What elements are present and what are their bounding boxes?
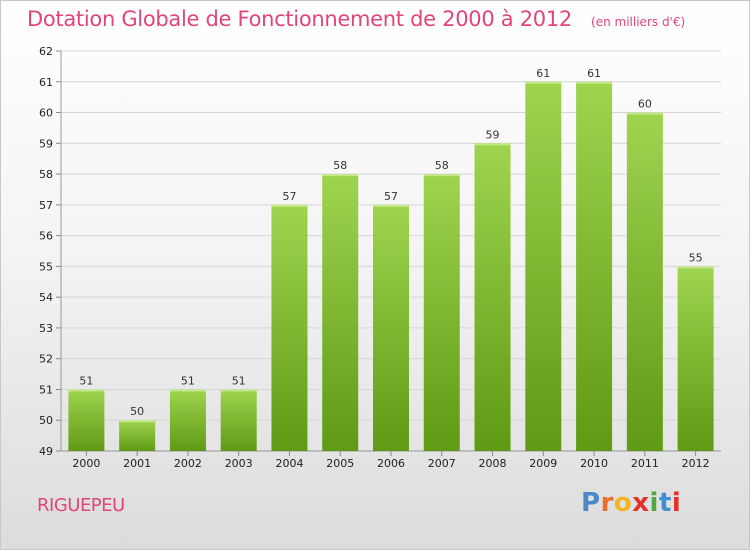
y-tick-label: 53 <box>39 322 53 335</box>
chart-title: Dotation Globale de Fonctionnement de 20… <box>27 7 572 31</box>
proxiti-logo: Proxiti <box>581 488 681 518</box>
data-label-2004: 57 <box>282 190 296 203</box>
bar-top-highlight <box>423 174 460 177</box>
bar-2009 <box>525 81 562 452</box>
data-label-2003: 51 <box>232 374 246 387</box>
data-label-2012: 55 <box>689 251 703 264</box>
x-tick-label-2003: 2003 <box>225 457 253 470</box>
bar-2007 <box>423 174 460 452</box>
data-label-2007: 58 <box>435 159 449 172</box>
data-label-2010: 61 <box>587 67 601 80</box>
x-tick-label-2001: 2001 <box>123 457 151 470</box>
x-tick-label-2000: 2000 <box>72 457 100 470</box>
logo-letter: t <box>658 488 672 518</box>
y-tick-label: 55 <box>39 260 53 273</box>
x-tick-label-2002: 2002 <box>174 457 202 470</box>
data-label-2002: 51 <box>181 374 195 387</box>
bar-2005 <box>322 174 359 452</box>
data-label-2006: 57 <box>384 190 398 203</box>
data-label-2001: 50 <box>130 405 144 418</box>
bar-2012 <box>677 266 714 451</box>
y-tick-label: 62 <box>39 45 53 58</box>
logo-letter: i <box>649 488 659 518</box>
logo-letter: x <box>632 488 650 518</box>
bar-top-highlight <box>474 143 511 146</box>
bar-2011 <box>626 112 663 452</box>
x-tick-label-2012: 2012 <box>682 457 710 470</box>
logo-letter: r <box>600 488 614 518</box>
bar-2010 <box>576 81 613 452</box>
x-tick-label-2011: 2011 <box>631 457 659 470</box>
title-row: Dotation Globale de Fonctionnement de 20… <box>27 7 685 31</box>
bar-top-highlight <box>119 420 156 423</box>
y-tick-label: 59 <box>39 137 53 150</box>
x-tick-label-2007: 2007 <box>428 457 456 470</box>
y-tick-label: 56 <box>39 230 53 243</box>
y-tick-label: 50 <box>39 414 53 427</box>
logo-letter: P <box>581 488 601 518</box>
y-tick-label: 54 <box>39 291 53 304</box>
x-tick-label-2010: 2010 <box>580 457 608 470</box>
x-tick-label-2008: 2008 <box>479 457 507 470</box>
y-tick-label: 61 <box>39 76 53 89</box>
bar-2006 <box>373 204 409 451</box>
x-tick-label-2009: 2009 <box>529 457 557 470</box>
data-label-2009: 61 <box>536 67 550 80</box>
bar-top-highlight <box>169 389 206 392</box>
bar-top-highlight <box>677 266 714 269</box>
bar-top-highlight <box>373 204 409 207</box>
data-label-2011: 60 <box>638 98 652 111</box>
logo-letter: o <box>613 488 633 518</box>
bar-top-highlight <box>271 204 308 207</box>
x-tick-label-2004: 2004 <box>275 457 303 470</box>
bar-top-highlight <box>525 81 562 84</box>
bar-top-highlight <box>220 389 257 392</box>
bar-2002 <box>169 389 206 451</box>
commune-name: RIGUEPEU <box>37 495 125 516</box>
bar-top-highlight <box>576 81 613 84</box>
bar-top-highlight <box>626 112 663 115</box>
data-label-2000: 51 <box>79 374 93 387</box>
bar-2004 <box>271 204 308 451</box>
logo-letter: i <box>671 488 682 518</box>
data-label-2008: 59 <box>486 128 500 141</box>
chart-subtitle: (en milliers d'€) <box>591 15 686 29</box>
data-label-2005: 58 <box>333 159 347 172</box>
bar-2008 <box>474 143 511 452</box>
y-tick-label: 57 <box>39 199 53 212</box>
y-tick-label: 49 <box>39 445 53 458</box>
bar-2000 <box>68 389 105 451</box>
y-tick-label: 51 <box>39 383 53 396</box>
x-tick-label-2006: 2006 <box>377 457 405 470</box>
y-tick-label: 58 <box>39 168 53 181</box>
y-tick-label: 60 <box>39 107 53 120</box>
bar-2001 <box>119 420 156 451</box>
bar-top-highlight <box>68 389 105 392</box>
bar-top-highlight <box>322 174 359 177</box>
x-tick-label-2005: 2005 <box>326 457 354 470</box>
bar-2003 <box>220 389 257 451</box>
y-tick-label: 52 <box>39 353 53 366</box>
